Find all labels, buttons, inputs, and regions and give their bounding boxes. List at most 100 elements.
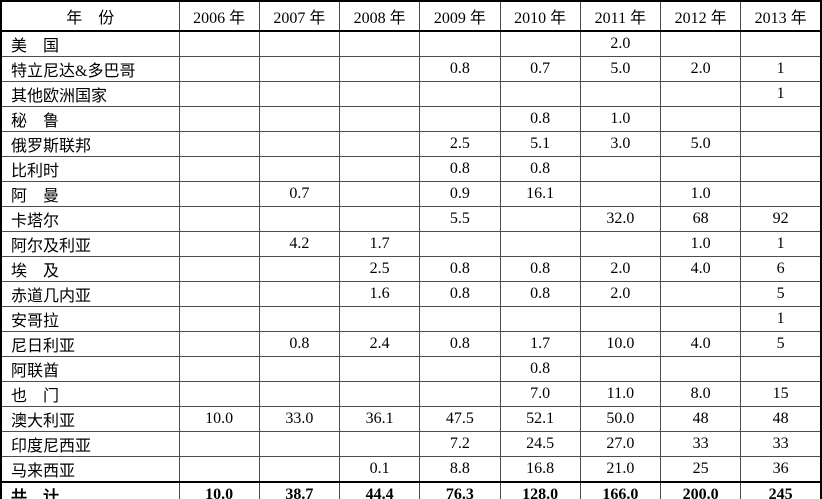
value-cell: 50.0 (579, 406, 662, 432)
value-cell: 7.2 (419, 431, 501, 457)
value-cell: 1 (740, 231, 822, 257)
value-cell: 1 (740, 306, 822, 332)
value-cell (178, 106, 260, 132)
value-cell: 11.0 (579, 381, 662, 407)
value-cell: 5.0 (579, 56, 662, 82)
value-cell: 2.4 (338, 331, 421, 357)
value-cell (419, 356, 501, 382)
value-cell: 92 (740, 206, 822, 232)
value-cell: 0.8 (499, 281, 581, 307)
year-column-header: 2012 年 (659, 0, 742, 32)
value-cell (338, 206, 421, 232)
table-row: 俄罗斯联邦 2.5 5.1 3.0 5.0 (0, 131, 822, 157)
value-cell: 36.1 (338, 406, 421, 432)
value-cell: 1 (740, 81, 822, 107)
value-cell: 2.0 (579, 281, 662, 307)
value-cell: 7.0 (499, 381, 581, 407)
value-cell: 68 (659, 206, 742, 232)
table-row: 美 国 2.0 (0, 30, 822, 57)
value-cell: 33 (740, 431, 822, 457)
value-cell: 0.8 (419, 156, 501, 182)
value-cell: 4.2 (258, 231, 341, 257)
table-row: 其他欧洲国家 1 (0, 81, 822, 107)
value-cell: 24.5 (499, 431, 581, 457)
row-label: 赤道几内亚 (0, 281, 180, 307)
value-cell: 0.8 (419, 331, 501, 357)
value-cell (338, 156, 421, 182)
value-cell: 10.0 (178, 406, 260, 432)
value-cell: 1 (740, 56, 822, 82)
value-cell (178, 331, 260, 357)
year-column-header: 2008 年 (338, 0, 421, 32)
row-label: 特立尼达&多巴哥 (0, 56, 180, 82)
value-cell: 16.8 (499, 456, 581, 483)
value-cell: 8.0 (659, 381, 742, 407)
row-label: 共 计 (0, 481, 180, 499)
row-label: 也 门 (0, 381, 180, 407)
table-row: 秘 鲁 0.8 1.0 (0, 106, 822, 132)
value-cell (579, 231, 662, 257)
value-cell: 0.9 (419, 181, 501, 207)
row-label: 美 国 (0, 30, 180, 57)
value-cell: 0.8 (499, 156, 581, 182)
value-cell (178, 381, 260, 407)
value-cell: 166.0 (579, 481, 662, 499)
value-cell (579, 81, 662, 107)
value-cell (258, 131, 341, 157)
value-cell: 21.0 (579, 456, 662, 483)
value-cell: 245 (740, 481, 822, 499)
value-cell (499, 30, 581, 57)
value-cell: 5 (740, 331, 822, 357)
value-cell (740, 356, 822, 382)
row-label: 阿联酋 (0, 356, 180, 382)
value-cell (258, 256, 341, 282)
value-cell: 2.0 (659, 56, 742, 82)
value-cell (499, 306, 581, 332)
table-row: 埃 及 2.5 0.8 0.8 2.0 4.0 6 (0, 256, 822, 282)
value-cell: 0.1 (338, 456, 421, 483)
row-label: 阿 曼 (0, 181, 180, 207)
table-row: 印度尼西亚 7.2 24.5 27.0 33 33 (0, 431, 822, 457)
value-cell: 4.0 (659, 256, 742, 282)
value-cell (419, 106, 501, 132)
table-row: 卡塔尔 5.5 32.0 68 92 (0, 206, 822, 232)
value-cell (338, 106, 421, 132)
value-cell (579, 356, 662, 382)
value-cell (419, 81, 501, 107)
row-label: 尼日利亚 (0, 331, 180, 357)
value-cell (419, 306, 501, 332)
value-cell (338, 431, 421, 457)
value-cell: 32.0 (579, 206, 662, 232)
value-cell: 200.0 (659, 481, 742, 499)
row-label: 埃 及 (0, 256, 180, 282)
value-cell (659, 81, 742, 107)
value-cell (419, 30, 501, 57)
table-body: 美 国 2.0 特立尼达&多巴哥 0.8 0.7 5.0 2.0 1 其他欧洲国家 1 秘 鲁 0.8… (0, 30, 822, 499)
row-label: 俄罗斯联邦 (0, 131, 180, 157)
value-cell (178, 356, 260, 382)
value-cell: 3.0 (579, 131, 662, 157)
year-column-header: 2013 年 (740, 0, 822, 32)
row-label: 秘 鲁 (0, 106, 180, 132)
table-row: 阿 曼 0.7 0.9 16.1 1.0 (0, 181, 822, 207)
value-cell (258, 106, 341, 132)
value-cell: 6 (740, 256, 822, 282)
value-cell: 4.0 (659, 331, 742, 357)
value-cell: 0.8 (419, 256, 501, 282)
value-cell: 1.0 (579, 106, 662, 132)
value-cell: 38.7 (258, 481, 341, 499)
table-row: 马来西亚 0.1 8.8 16.8 21.0 25 36 (0, 456, 822, 483)
value-cell: 25 (659, 456, 742, 483)
value-cell (740, 131, 822, 157)
value-cell: 8.8 (419, 456, 501, 483)
value-cell (258, 381, 341, 407)
value-cell (338, 181, 421, 207)
value-cell (338, 356, 421, 382)
table-row: 也 门 7.0 11.0 8.0 15 (0, 381, 822, 407)
value-cell (338, 381, 421, 407)
value-cell (740, 181, 822, 207)
value-cell (178, 81, 260, 107)
year-column-header: 2007 年 (258, 0, 341, 32)
value-cell (258, 456, 341, 483)
year-column-header: 2010 年 (499, 0, 581, 32)
